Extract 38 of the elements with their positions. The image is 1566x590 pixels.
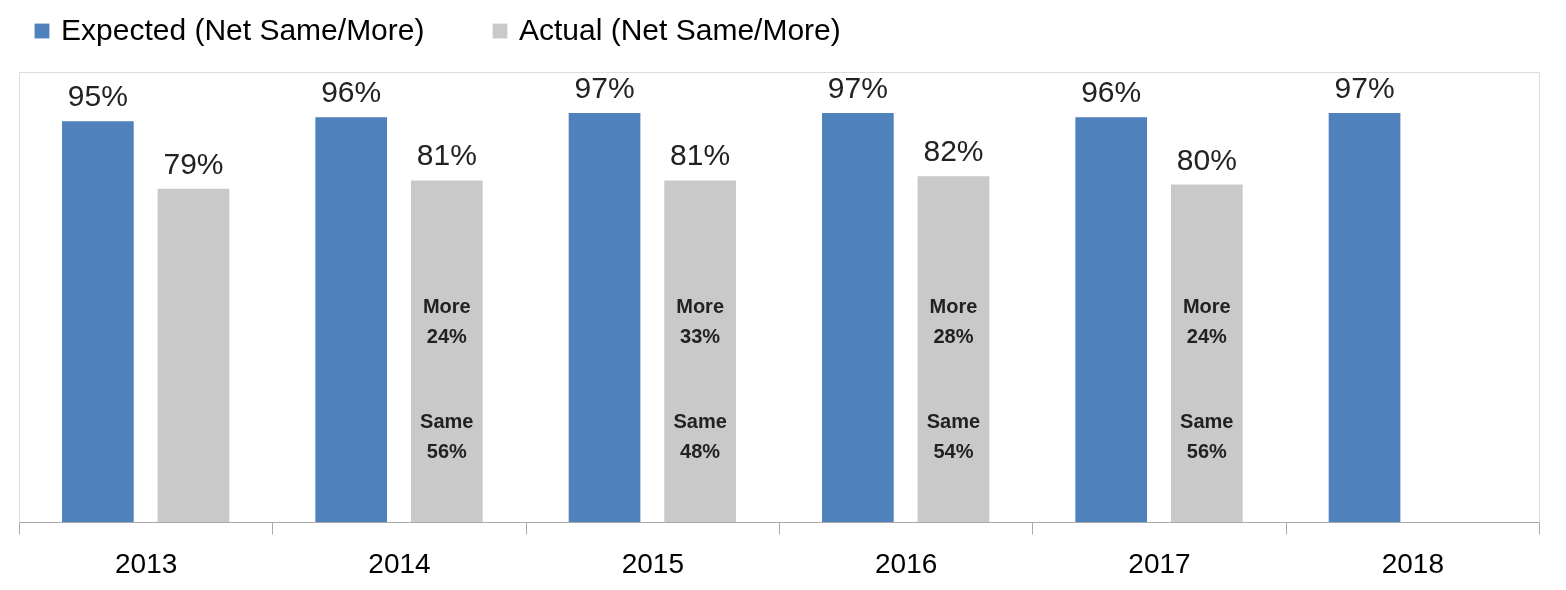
x-tick-label: 2017 — [1128, 547, 1191, 579]
x-tick-label: 2013 — [115, 547, 178, 579]
data-label: 96% — [1081, 75, 1142, 109]
data-label: 82% — [923, 134, 984, 168]
annotation: More 24% — [422, 295, 471, 347]
x-tick-label: 2015 — [621, 547, 684, 579]
data-label: 95% — [67, 79, 128, 113]
data-label: 81% — [416, 138, 477, 172]
bar — [568, 112, 641, 522]
bar — [1170, 184, 1243, 522]
annotation: More 28% — [929, 295, 978, 347]
x-tick-label: 2016 — [875, 547, 938, 579]
data-label: 97% — [827, 70, 888, 104]
bar — [315, 117, 388, 522]
data-label: 97% — [1334, 70, 1395, 104]
x-tick-label: 2014 — [368, 547, 431, 579]
legend-label: Expected (Net Same/More) — [61, 13, 425, 46]
data-label: 96% — [321, 75, 382, 109]
annotation: More 33% — [676, 295, 725, 347]
bar — [62, 121, 134, 522]
bar — [664, 180, 736, 522]
bar — [917, 176, 990, 522]
x-tick-label: 2018 — [1381, 547, 1444, 579]
data-label: 80% — [1176, 142, 1237, 176]
annotation: Same 54% — [926, 410, 981, 462]
bar — [822, 112, 894, 522]
bar — [1328, 112, 1401, 522]
data-label: 79% — [163, 146, 224, 180]
legend-label: Actual (Net Same/More) — [519, 13, 841, 46]
data-label: 97% — [574, 70, 635, 104]
annotation: More 24% — [1182, 295, 1231, 347]
annotation: Same 48% — [673, 410, 727, 462]
annotation: Same 56% — [1180, 410, 1234, 462]
bar — [410, 180, 483, 522]
bar — [1075, 117, 1148, 522]
data-label: 81% — [670, 138, 731, 172]
bar — [157, 188, 230, 522]
annotation: Same 56% — [420, 410, 474, 462]
